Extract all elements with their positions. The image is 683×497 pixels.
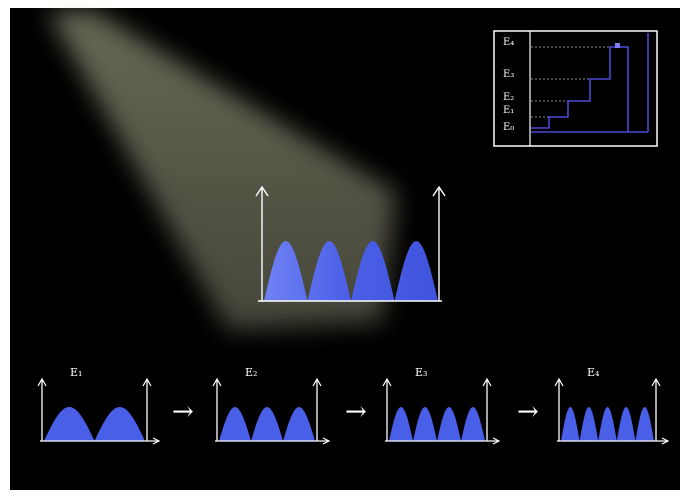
sequence-left-arrowhead [37,377,47,387]
sequence-arrow: → [345,397,367,427]
sequence-floor-arrowhead [152,437,161,445]
sequence-right-arrowhead [312,377,322,387]
sequence-right-arrowhead [482,377,492,387]
energy-level-inset: E₄ E₃ E₂ E₁ E₀ [493,30,658,147]
inset-level-label: E₀ [503,122,514,133]
inset-level-label: E₂ [503,92,514,103]
sequence-floor-arrowhead [322,437,331,445]
sequence-energy-label: E₁ [70,366,82,379]
sequence-left-arrowhead [554,377,564,387]
sequence-floor-arrowhead [492,437,501,445]
sequence-wave [561,407,654,441]
inset-frame [493,30,658,147]
inset-level-label: E₄ [503,37,514,48]
sequence-right-arrowhead [651,377,661,387]
inset-marker [615,43,620,48]
sequence-wave [389,407,485,441]
sequence-arrows: → → → [172,397,539,427]
sequence-arrow: → [517,397,539,427]
sequence-left-arrowhead [382,377,392,387]
main-well-right-arrowhead [432,185,446,197]
sequence-energy-label: E₂ [245,366,257,379]
sequence-right-arrowhead [142,377,152,387]
main-well-wave [264,241,438,301]
sequence-floor-arrowhead [661,437,670,445]
spotlight-beam [48,10,396,330]
sequence-well: E₃ [382,366,501,445]
well-sequence: E₁ E₂ E₃ E₄ [37,366,670,445]
inset-level-label: E₃ [503,69,514,80]
sequence-wave [219,407,315,441]
sequence-wave [44,407,145,441]
sequence-arrow: → [172,397,194,427]
main-well-left-arrowhead [255,185,269,197]
sequence-well: E₁ [37,366,161,445]
sequence-energy-label: E₄ [587,366,600,379]
sequence-energy-label: E₃ [415,366,427,379]
inset-level-label: E₁ [503,105,514,116]
sequence-left-arrowhead [212,377,222,387]
sequence-well: E₄ [554,366,670,445]
main-well [255,185,446,302]
sequence-well: E₂ [212,366,331,445]
